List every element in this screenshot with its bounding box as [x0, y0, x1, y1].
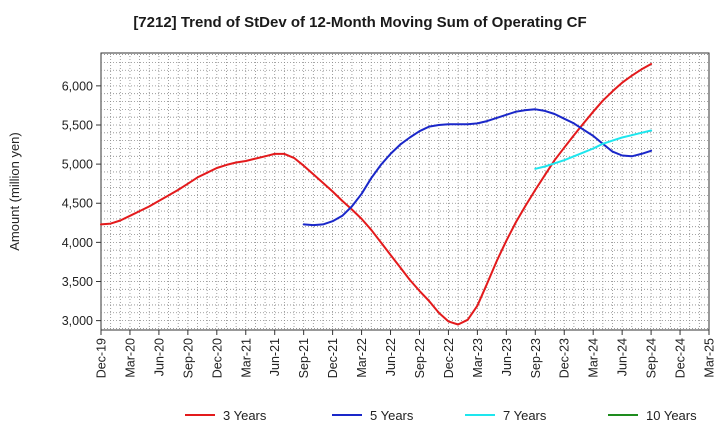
- x-tick-label: Dec-19: [95, 338, 109, 378]
- axes: 3,000 3,500 4,000 4,500 5,000 5,500 6,000 Dec-1…: [62, 79, 717, 378]
- chart-title: [7212] Trend of StDev of 12-Month Moving…: [133, 14, 587, 31]
- y-tick-label: 4,000: [62, 236, 93, 250]
- y-tick-label: 6,000: [62, 79, 93, 93]
- x-tick-label: Dec-24: [674, 338, 688, 378]
- y-tick-label: 3,000: [62, 314, 93, 328]
- y-tick-label: 5,000: [62, 158, 93, 172]
- y-tick-label: 4,500: [62, 197, 93, 211]
- y-tick-label: 5,500: [62, 118, 93, 132]
- x-tick-label: Sep-24: [645, 338, 659, 378]
- x-tick-label: Sep-20: [181, 338, 195, 378]
- x-tick-label: Jun-20: [152, 338, 166, 376]
- y-tick-label: 3,500: [62, 275, 93, 289]
- y-axis-label: Amount (million yen): [7, 132, 22, 251]
- series-line-7-years: [534, 129, 653, 170]
- plot-frame: [100, 52, 710, 331]
- x-tick-label: Mar-20: [123, 338, 137, 378]
- legend-label: 5 Years: [370, 408, 414, 423]
- x-tick-label: Dec-20: [210, 338, 224, 378]
- plot-area: [100, 52, 710, 331]
- x-tick-label: Dec-23: [558, 338, 572, 378]
- x-tick-label: Sep-21: [297, 338, 311, 378]
- x-tick-label: Dec-22: [442, 338, 456, 378]
- x-tick-label: Mar-22: [355, 338, 369, 378]
- legend: 3 Years 5 Years 7 Years 10 Years: [185, 408, 697, 423]
- x-tick-label: Sep-22: [413, 338, 427, 378]
- x-tick-label: Mar-25: [703, 338, 717, 378]
- x-tick-label: Mar-21: [239, 338, 253, 378]
- x-tick-label: Sep-23: [529, 338, 543, 378]
- x-tick-label: Mar-24: [587, 338, 601, 378]
- x-tick-label: Jun-24: [616, 338, 630, 376]
- x-tick-label: Jun-21: [268, 338, 282, 376]
- legend-label: 3 Years: [223, 408, 267, 423]
- x-tick-label: Jun-23: [500, 338, 514, 376]
- series-line-3-years: [100, 63, 653, 326]
- x-tick-label: Dec-21: [326, 338, 340, 378]
- series-layer: [100, 63, 653, 326]
- x-tick-label: Mar-23: [471, 338, 485, 378]
- legend-label: 10 Years: [646, 408, 697, 423]
- legend-label: 7 Years: [503, 408, 547, 423]
- series-line-5-years: [302, 108, 653, 227]
- x-tick-label: Jun-22: [384, 338, 398, 376]
